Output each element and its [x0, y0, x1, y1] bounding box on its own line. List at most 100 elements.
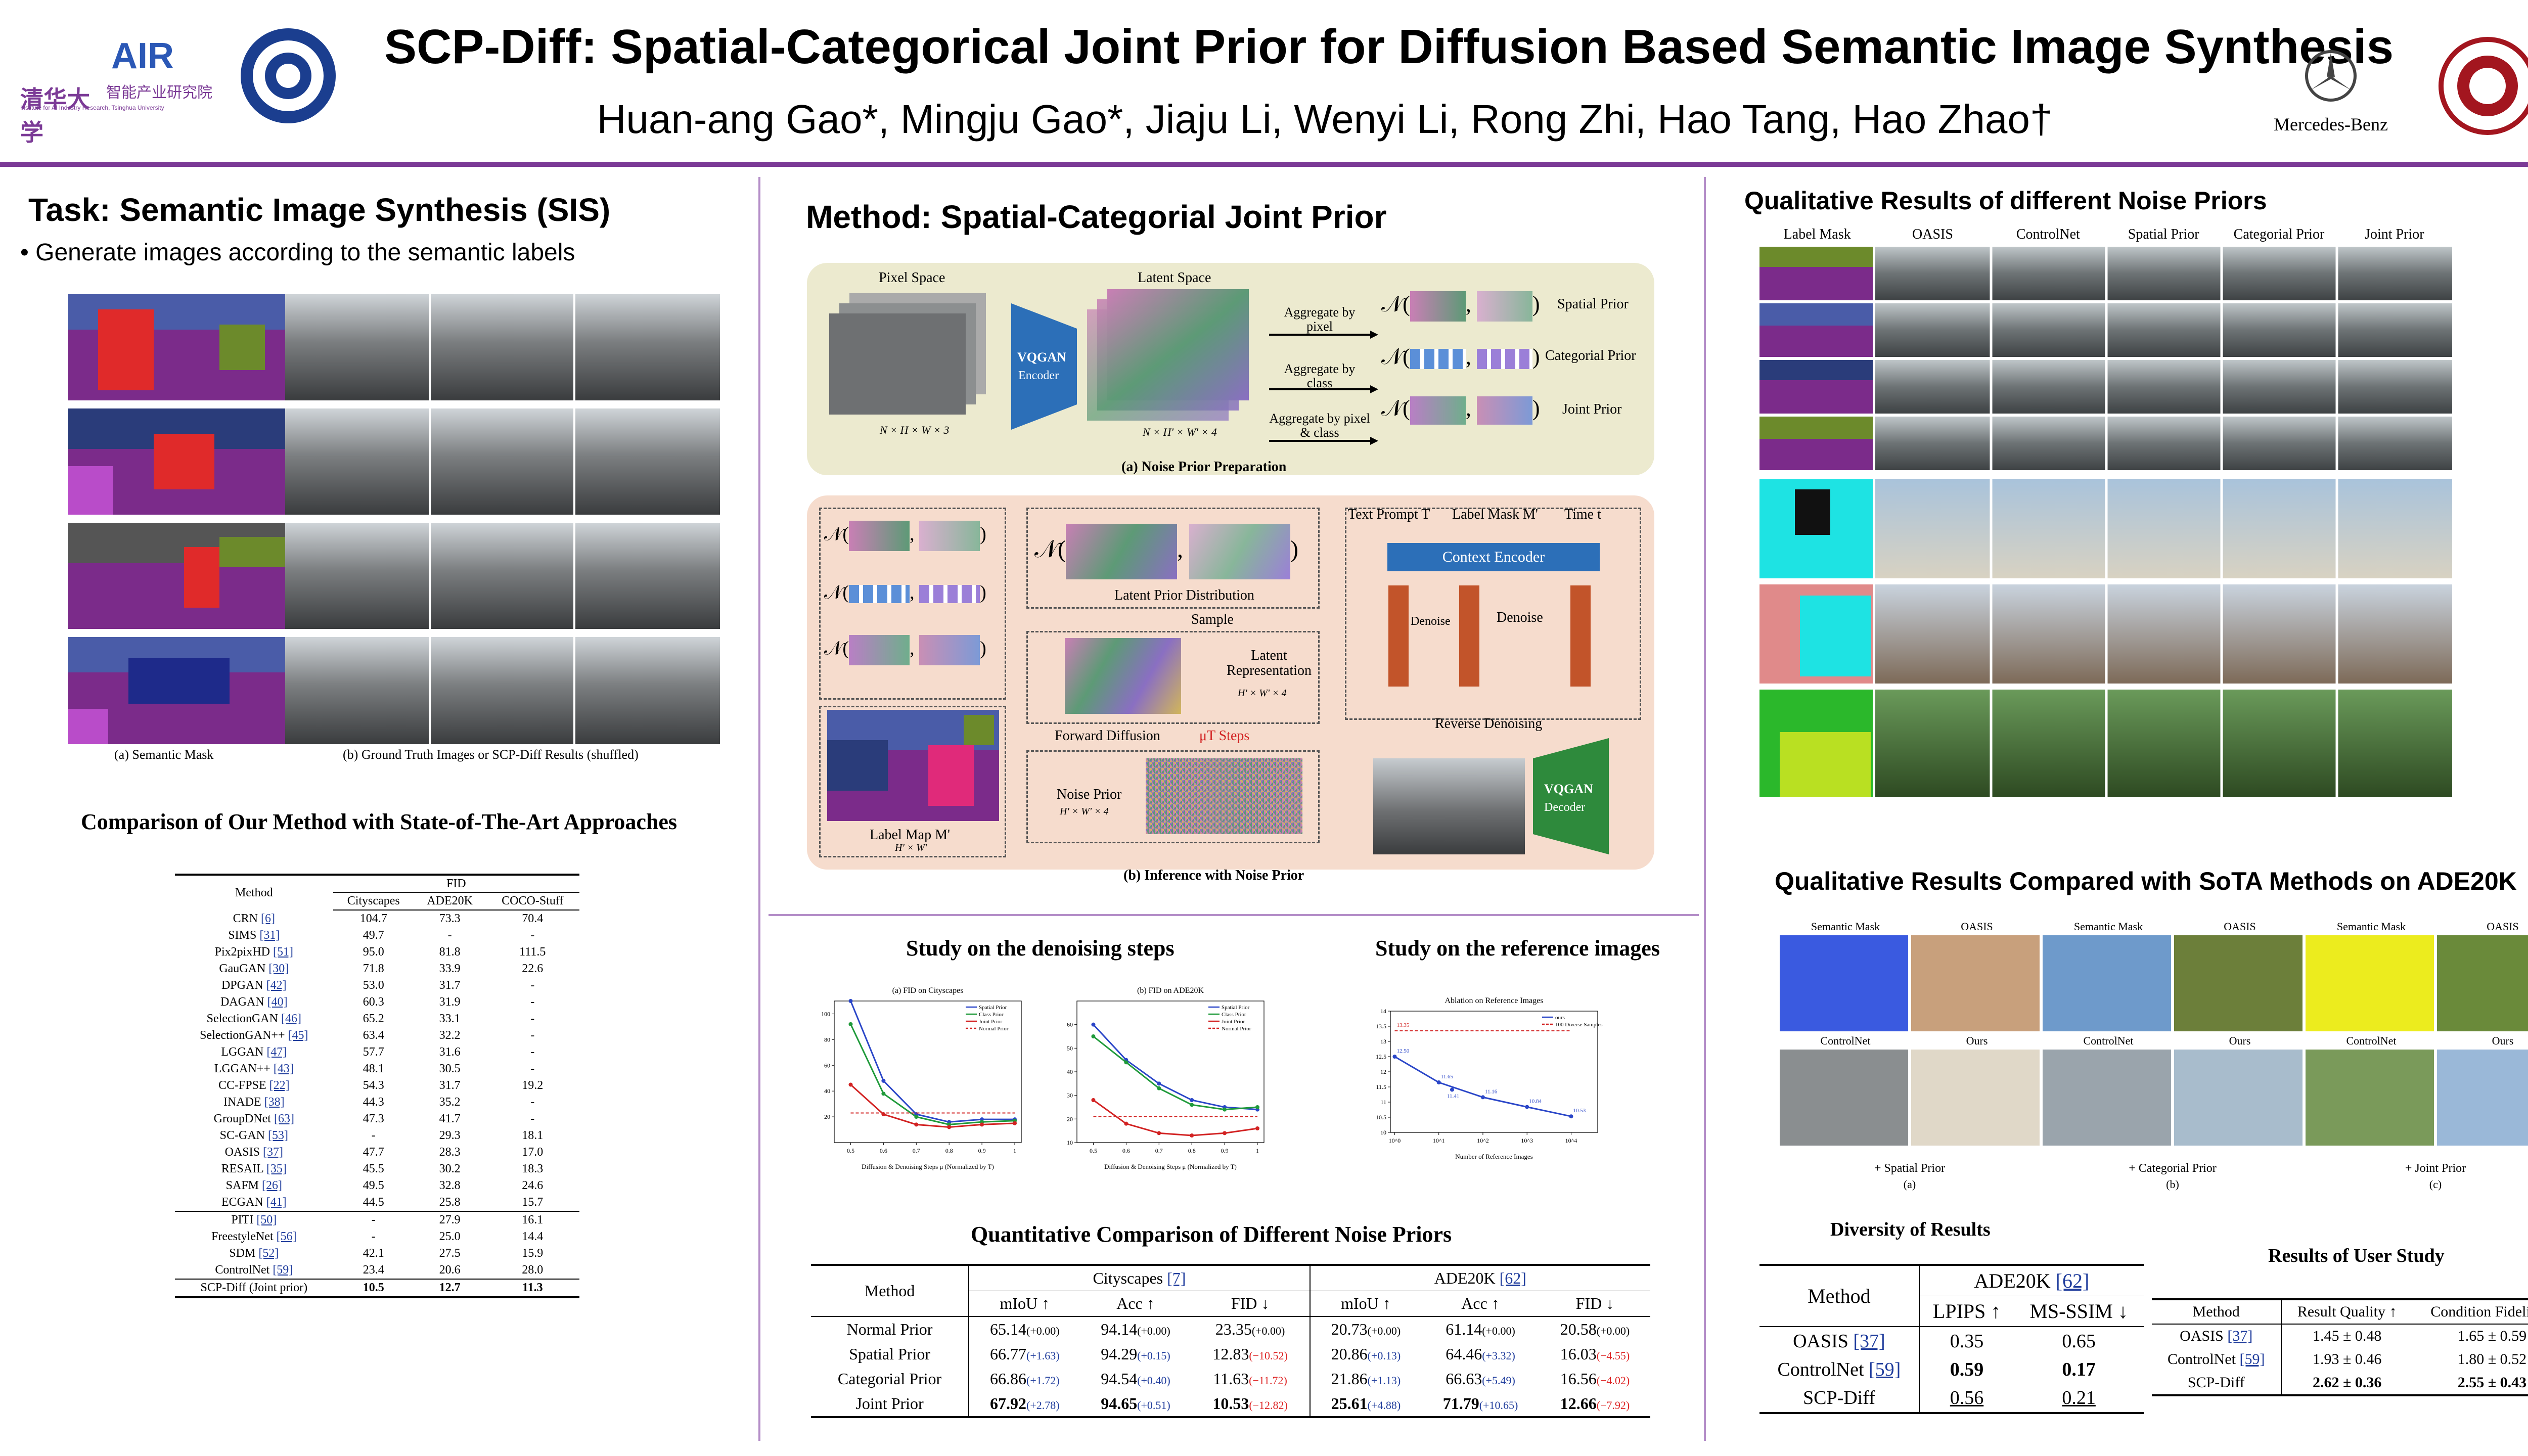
quant-col-fid-2: FID ↓ — [1575, 1294, 1614, 1312]
diversity-method-cite[interactable]: [59] — [1869, 1359, 1901, 1380]
denoise-study-title: Study on the denoising steps — [906, 936, 1175, 961]
sota-method-cite[interactable]: [30] — [268, 962, 289, 975]
sota-method-cite[interactable]: [50] — [256, 1213, 277, 1226]
sota-method-cell: ControlNet [59] — [175, 1262, 333, 1279]
mask-2 — [68, 408, 285, 515]
sota-method-cite[interactable]: [22] — [269, 1079, 290, 1092]
categorial-prior-label: Categorial Prior — [1545, 348, 1636, 363]
sota-qual-subcaption: (a) — [1903, 1178, 1916, 1191]
sota-value-cell: 20.6 — [439, 1263, 461, 1277]
chart-legend-label: Joint Prior — [979, 1019, 1002, 1025]
user-method-cite[interactable]: [37] — [2227, 1328, 2253, 1344]
chart-title: (a) FID on Cityscapes — [892, 986, 964, 995]
sota-qual-group-label: + Spatial Prior — [1874, 1162, 1946, 1175]
sota-method-name: SDM — [229, 1247, 256, 1260]
chart-reference-images: Ablation on Reference Images 10 10.5 11 11.5… — [1376, 996, 1602, 1160]
quant-delta: (+2.78) — [1026, 1399, 1060, 1412]
chart-xtick-label: 0.8 — [1188, 1147, 1196, 1154]
sota-qual-image — [2043, 1050, 2171, 1146]
sota-value-cell: 71.8 — [363, 962, 384, 975]
sota-method-cite[interactable]: [63] — [274, 1112, 294, 1125]
denoise-block-2 — [1459, 585, 1479, 687]
chart-xtick-label: 0.6 — [880, 1147, 887, 1154]
quant-delta: (+1.13) — [1367, 1374, 1401, 1387]
sota-method-name: LGGAN — [221, 1045, 264, 1059]
chart-legend-label: Normal Prior — [1222, 1026, 1251, 1032]
diversity-method-cite[interactable]: [37] — [1853, 1331, 1885, 1352]
chart-data-label: 13.35 — [1396, 1022, 1409, 1028]
qual-row-7 — [1759, 690, 2452, 797]
user-row: ControlNet [59] 1.93 ± 0.46 1.80 ± 0.52 — [2152, 1348, 2528, 1371]
sota-method-name: CRN — [233, 912, 258, 925]
sota-value-cell: 48.1 — [363, 1062, 384, 1075]
sota-method-cite[interactable]: [47] — [266, 1045, 287, 1059]
quant-ade20k-cite[interactable]: [62] — [1499, 1269, 1526, 1287]
quant-row: Categorial Prior 66.86(+1.72) 94.54(+0.40)… — [811, 1367, 1650, 1391]
user-method-cite[interactable]: [59] — [2239, 1351, 2265, 1368]
sota-method-name: INADE — [223, 1096, 261, 1109]
quant-value: 94.65 — [1101, 1394, 1138, 1413]
sota-method-cite[interactable]: [38] — [264, 1096, 285, 1109]
sota-row: GauGAN [30] 71.8 33.9 22.6 — [175, 961, 579, 977]
sota-method-cite[interactable]: [40] — [267, 995, 288, 1009]
chart-xtick-label: 0.9 — [978, 1147, 986, 1154]
sota-method-cite[interactable]: [45] — [288, 1029, 308, 1042]
quant-value: 23.35 — [1215, 1320, 1252, 1338]
sota-method-cite[interactable]: [6] — [260, 912, 275, 925]
sota-method-cite[interactable]: [59] — [273, 1263, 293, 1277]
sota-value-cell: - — [371, 1230, 376, 1243]
quant-delta: (−4.55) — [1596, 1349, 1630, 1362]
quant-value: 64.46 — [1446, 1345, 1482, 1363]
denoise-label-1: Denoise — [1411, 615, 1451, 628]
sota-method-cite[interactable]: [37] — [262, 1146, 283, 1159]
quant-value: 20.86 — [1331, 1345, 1368, 1363]
quant-value-cell: 12.83(−10.52) — [1191, 1342, 1311, 1367]
quant-value-cell: 12.66(−7.92) — [1540, 1391, 1650, 1417]
quant-table-wrapper: Method Cityscapes [7] ADE20K [62] mIoU ↑… — [811, 1264, 1650, 1418]
quant-delta: (+0.00) — [1137, 1325, 1170, 1337]
sota-method-cite[interactable]: [53] — [267, 1129, 288, 1142]
diversity-ade20k-label: ADE20K — [1974, 1269, 2051, 1292]
chart-point — [848, 999, 853, 1003]
sota-value-cell: 29.3 — [439, 1129, 461, 1142]
sota-value-cell: 57.7 — [363, 1045, 384, 1059]
sota-method-cite[interactable]: [26] — [262, 1179, 282, 1192]
sota-row: GroupDNet [63] 47.3 41.7 - — [175, 1111, 579, 1127]
sota-method-cite[interactable]: [35] — [266, 1162, 287, 1175]
quant-value: 12.66 — [1560, 1394, 1597, 1413]
quant-value-cell: 66.86(+1.72) — [969, 1367, 1080, 1391]
chart-ytick-label: 30 — [1067, 1092, 1073, 1099]
quant-delta: (+0.13) — [1367, 1349, 1401, 1362]
chart-title: (b) FID on ADE20K — [1137, 986, 1204, 995]
text-prompt-label: Text Prompt T — [1348, 507, 1430, 522]
sota-method-cite[interactable]: [56] — [276, 1230, 297, 1243]
sota-method-cite[interactable]: [46] — [281, 1012, 301, 1025]
sota-method-cite[interactable]: [31] — [259, 929, 280, 942]
sota-method-cite[interactable]: [52] — [258, 1247, 279, 1260]
chart-ytick-label: 80 — [824, 1036, 830, 1043]
label-mask-label: Label Mask M' — [1452, 507, 1538, 522]
chart-point — [1569, 1114, 1573, 1119]
latent-rep-box — [1026, 631, 1320, 724]
user-row: SCP-Diff 2.62 ± 0.36 2.55 ± 0.43 — [2152, 1371, 2528, 1395]
sota-value-cell: - — [530, 1045, 535, 1059]
sota-method-cite[interactable]: [51] — [273, 945, 293, 959]
sota-method-cell: SDM [52] — [175, 1245, 333, 1262]
quant-value-cell: 66.77(+1.63) — [969, 1342, 1080, 1367]
diversity-value: 0.59 — [1950, 1359, 1984, 1380]
sis-photo-grid — [285, 294, 720, 744]
sota-method-cite[interactable]: [42] — [266, 979, 287, 992]
chart-data-label: 11.16 — [1485, 1088, 1498, 1095]
diversity-ade20k-cite[interactable]: [62] — [2055, 1269, 2090, 1292]
quant-cityscapes-cite[interactable]: [7] — [1167, 1269, 1186, 1287]
quant-value: 20.58 — [1560, 1320, 1597, 1338]
air-logo: AIR 智能产业研究院 Institute for AI Industry Re… — [20, 35, 233, 136]
sota-value-cell: 44.5 — [363, 1196, 384, 1209]
chart-xtick-label: 0.5 — [847, 1147, 854, 1154]
sota-method-cite[interactable]: [43] — [273, 1062, 294, 1075]
sota-qual-label: OASIS — [2224, 920, 2256, 933]
quant-value-cell: 20.58(+0.00) — [1540, 1316, 1650, 1342]
sota-method-cite[interactable]: [41] — [266, 1196, 287, 1209]
poster-title: SCP-Diff: Spatial-Categorical Joint Prio… — [384, 20, 2394, 74]
mask-3 — [68, 523, 285, 629]
